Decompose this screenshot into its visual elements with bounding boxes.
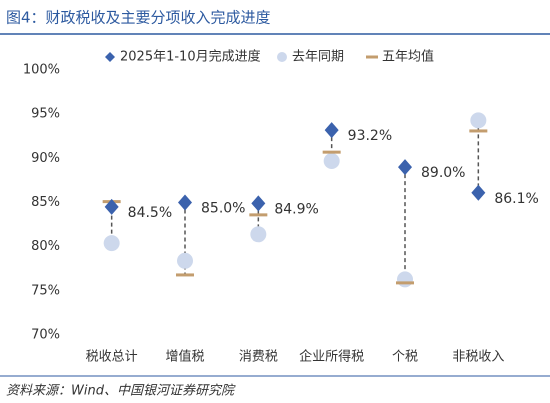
circle-point	[397, 271, 413, 288]
dash-point	[322, 150, 341, 154]
circle-point	[103, 235, 120, 252]
y-tick-label: 100%	[23, 63, 60, 78]
dash-point	[396, 281, 414, 285]
y-tick-label: 90%	[31, 151, 60, 166]
circle-point	[177, 252, 193, 269]
diamond-point	[104, 198, 119, 215]
value-label: 86.1%	[494, 191, 538, 207]
circle-point	[323, 152, 340, 169]
dash-point	[249, 213, 268, 217]
value-label: 84.5%	[128, 205, 172, 221]
dash-point	[176, 273, 194, 277]
y-tick-label: 80%	[31, 239, 60, 254]
x-tick-label: 消费税	[239, 350, 278, 365]
value-label: 85.0%	[201, 201, 245, 217]
circle-point	[250, 226, 267, 243]
chart-title: 图4：财政税收及主要分项收入完成进度	[6, 9, 271, 27]
legend-swatch	[366, 55, 378, 59]
legend-label: 五年均值	[382, 49, 434, 65]
dash-point	[469, 129, 488, 133]
x-tick-label: 增值税	[165, 349, 204, 365]
y-tick-label: 95%	[31, 107, 60, 122]
value-label: 93.2%	[348, 128, 392, 144]
x-tick-label: 企业所得税	[299, 349, 364, 365]
legend-swatch	[105, 52, 115, 62]
value-label: 84.9%	[274, 201, 318, 217]
diamond-point	[398, 159, 412, 176]
value-label: 89.0%	[421, 165, 465, 181]
diamond-point	[251, 195, 266, 212]
x-tick-label: 税收总计	[86, 350, 138, 365]
legend-swatch	[277, 52, 287, 62]
x-tick-label: 非税收入	[452, 350, 504, 365]
x-tick-label: 个税	[392, 350, 418, 365]
diamond-point	[324, 122, 339, 139]
legend-label: 2025年1-10月完成进度	[120, 49, 261, 65]
y-tick-label: 75%	[31, 283, 60, 298]
diamond-point	[471, 184, 486, 201]
y-tick-label: 70%	[31, 328, 60, 343]
legend-label: 去年同期	[292, 50, 344, 65]
source: 资料来源：Wind、中国银河证券研究院	[6, 383, 236, 399]
circle-point	[470, 112, 487, 129]
y-tick-label: 85%	[31, 195, 60, 210]
diamond-point	[178, 194, 192, 211]
